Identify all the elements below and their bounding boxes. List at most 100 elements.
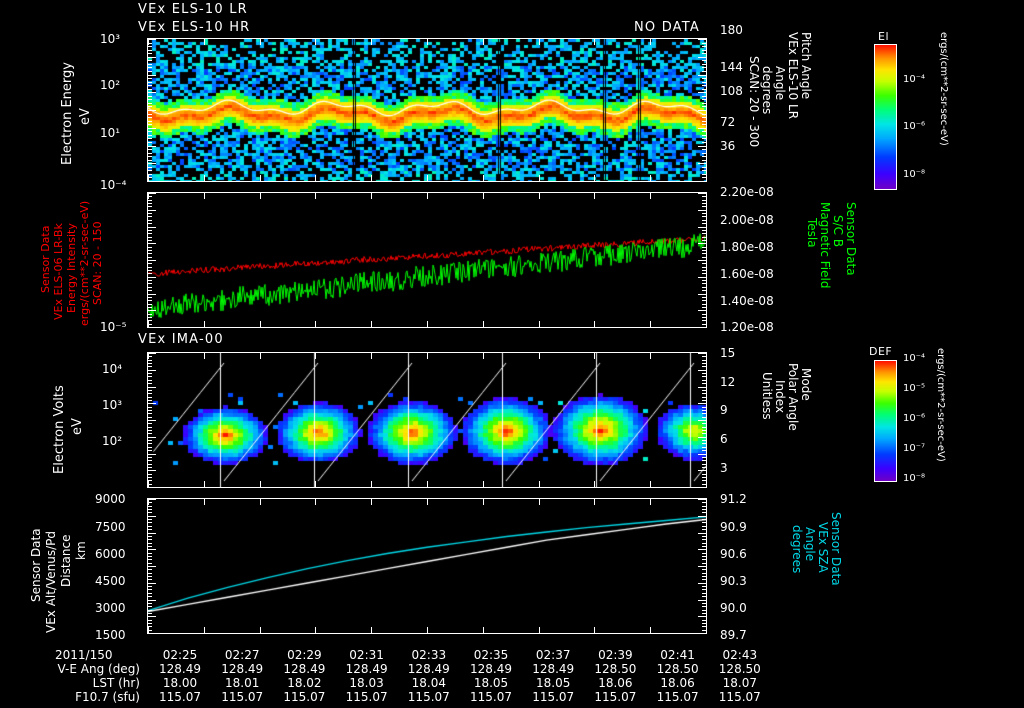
y-tick	[702, 173, 706, 175]
x-tick	[371, 39, 373, 45]
panel2-rtick-2: 1.80e-08	[720, 240, 774, 254]
panel2-rtick-3: 1.60e-08	[720, 267, 774, 281]
y-tick	[148, 102, 152, 104]
y-tick	[148, 286, 152, 288]
y-tick	[702, 629, 706, 631]
y-tick	[702, 619, 706, 621]
x-tick	[203, 627, 205, 633]
y-tick	[702, 70, 706, 72]
bottom-cell-f107-8: 115.07	[656, 690, 699, 704]
y-tick	[702, 303, 706, 305]
y-tick	[148, 303, 152, 305]
y-tick	[148, 423, 152, 425]
y-tick	[148, 562, 152, 564]
y-tick	[698, 582, 706, 584]
y-tick	[698, 56, 706, 58]
y-tick	[702, 67, 706, 69]
y-tick	[702, 152, 706, 154]
y-tick	[698, 209, 706, 211]
y-tick	[702, 316, 706, 318]
y-tick	[698, 327, 706, 328]
panel2-plot-area[interactable]	[147, 192, 707, 328]
y-tick	[702, 166, 706, 168]
panel3-plot-area[interactable]	[147, 352, 707, 488]
panel3-colorbar[interactable]	[874, 360, 897, 482]
panel3-right-l4: Unitless	[760, 372, 774, 420]
panel2-rtick-5: 1.20e-08	[720, 320, 774, 334]
bottom-cell-ve-ang-4: 128.49	[407, 662, 450, 676]
y-tick	[148, 213, 152, 215]
y-tick	[702, 383, 706, 385]
y-tick	[702, 609, 706, 611]
y-tick	[702, 569, 706, 571]
y-tick	[702, 53, 706, 55]
x-tick	[650, 481, 652, 487]
x-tick	[594, 353, 596, 359]
y-tick	[698, 403, 706, 405]
y-tick	[702, 95, 706, 97]
x-tick	[315, 627, 317, 633]
y-tick	[702, 529, 706, 531]
x-tick	[148, 39, 149, 45]
y-tick	[698, 436, 706, 438]
y-tick	[702, 78, 706, 80]
y-tick	[148, 60, 152, 62]
y-tick	[702, 416, 706, 418]
x-tick	[650, 39, 652, 45]
bottom-cell-time-2: 02:29	[287, 648, 322, 662]
y-tick	[148, 522, 152, 524]
x-tick	[706, 175, 707, 181]
bottom-cell-time-5: 02:35	[473, 648, 509, 662]
y-tick	[698, 420, 706, 421]
x-tick	[706, 353, 707, 359]
bottom-cell-ve-ang-0: 128.49	[159, 662, 201, 676]
y-tick	[148, 450, 152, 452]
bottom-cell-ve-ang-8: 128.50	[656, 662, 699, 676]
y-tick	[698, 39, 706, 40]
y-tick	[698, 633, 706, 634]
y-tick	[148, 124, 152, 126]
y-tick	[702, 203, 706, 205]
x-tick	[650, 353, 652, 359]
y-tick	[698, 310, 706, 312]
y-tick	[148, 480, 152, 482]
y-tick	[702, 283, 706, 285]
y-tick	[148, 70, 152, 72]
panel4-ytick-2: 6000	[95, 547, 126, 561]
y-tick	[148, 239, 152, 241]
y-tick	[702, 559, 706, 561]
y-tick	[148, 42, 152, 44]
y-tick	[148, 606, 152, 608]
y-tick	[148, 316, 152, 318]
y-tick	[148, 515, 156, 517]
y-tick	[702, 199, 706, 201]
y-tick	[148, 555, 152, 557]
bottom-cell-lst-7: 18.06	[598, 676, 633, 690]
panel4-right-l2: VEx SZA	[816, 522, 830, 573]
y-tick	[148, 389, 152, 391]
x-tick	[371, 353, 373, 359]
x-tick	[148, 193, 149, 199]
y-tick	[148, 110, 156, 111]
panel4-ytick-4: 3000	[95, 601, 126, 615]
panel1-colorbar[interactable]	[874, 44, 897, 190]
y-tick	[698, 243, 706, 245]
panel1-title-lr: VEx ELS-10 LR	[138, 2, 248, 17]
panel4-rtick-1: 90.9	[720, 520, 747, 534]
x-tick	[203, 321, 205, 327]
panel1-plot-area[interactable]	[147, 38, 707, 182]
y-tick	[702, 473, 706, 475]
y-tick	[148, 138, 152, 140]
x-tick	[538, 481, 540, 487]
x-tick	[259, 499, 261, 505]
bottom-cell-f107-7: 115.07	[594, 690, 637, 704]
y-tick	[148, 616, 156, 618]
y-tick	[148, 430, 152, 432]
bottom-cell-lst-8: 18.06	[660, 676, 695, 690]
panel1-rtick-4: 36	[720, 139, 736, 153]
panel4-plot-area[interactable]	[147, 498, 707, 634]
bottom-cell-lst-1: 18.01	[225, 676, 260, 690]
panel1-colorbar-title: El	[878, 30, 890, 43]
y-tick	[698, 293, 706, 295]
y-tick	[148, 373, 152, 375]
